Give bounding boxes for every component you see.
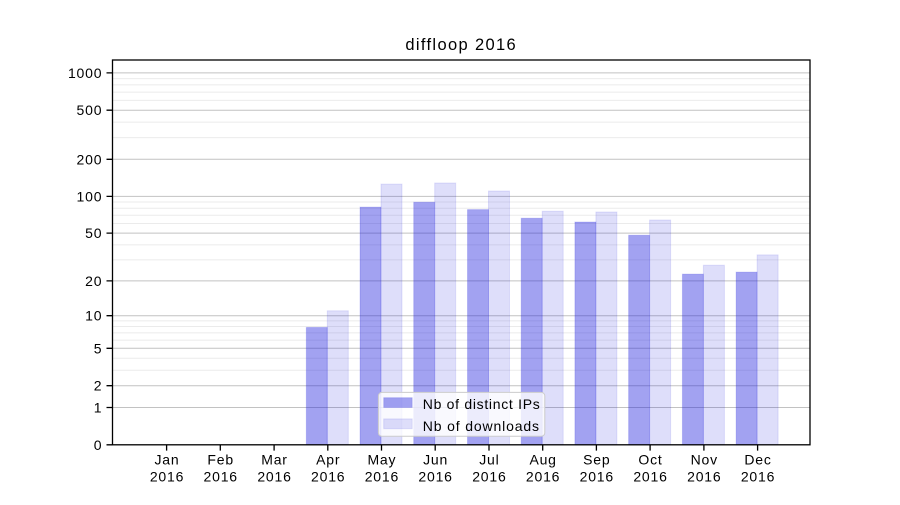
svg-text:Nov: Nov (691, 452, 718, 468)
svg-text:2016: 2016 (741, 468, 775, 484)
svg-text:May: May (367, 452, 396, 468)
svg-text:2016: 2016 (580, 468, 614, 484)
svg-text:2016: 2016 (204, 468, 238, 484)
svg-text:Aug: Aug (529, 452, 556, 468)
svg-text:Feb: Feb (207, 452, 234, 468)
svg-text:500: 500 (77, 102, 103, 118)
svg-text:50: 50 (85, 225, 102, 241)
svg-text:Nb of downloads: Nb of downloads (423, 418, 540, 434)
svg-text:Mar: Mar (261, 452, 288, 468)
svg-text:1: 1 (94, 400, 103, 416)
svg-text:2016: 2016 (633, 468, 667, 484)
svg-text:Jun: Jun (423, 452, 448, 468)
svg-text:20: 20 (85, 273, 102, 289)
svg-text:2: 2 (94, 378, 103, 394)
svg-text:200: 200 (77, 151, 103, 167)
svg-text:diffloop 2016: diffloop 2016 (405, 36, 517, 54)
svg-text:1000: 1000 (68, 65, 102, 81)
svg-text:2016: 2016 (687, 468, 721, 484)
svg-text:2016: 2016 (150, 468, 184, 484)
svg-text:2016: 2016 (526, 468, 560, 484)
svg-text:Jan: Jan (155, 452, 180, 468)
svg-text:Jul: Jul (479, 452, 499, 468)
svg-text:Oct: Oct (638, 452, 662, 468)
svg-text:Nb of distinct IPs: Nb of distinct IPs (423, 396, 541, 412)
svg-text:Dec: Dec (744, 452, 771, 468)
svg-text:2016: 2016 (365, 468, 399, 484)
svg-text:5: 5 (94, 340, 103, 356)
svg-text:2016: 2016 (257, 468, 291, 484)
svg-text:0: 0 (94, 437, 103, 453)
svg-text:Sep: Sep (583, 452, 610, 468)
svg-text:2016: 2016 (311, 468, 345, 484)
svg-text:Apr: Apr (316, 452, 340, 468)
svg-text:10: 10 (85, 308, 102, 324)
svg-text:2016: 2016 (472, 468, 506, 484)
svg-text:2016: 2016 (418, 468, 452, 484)
svg-text:100: 100 (77, 188, 103, 204)
